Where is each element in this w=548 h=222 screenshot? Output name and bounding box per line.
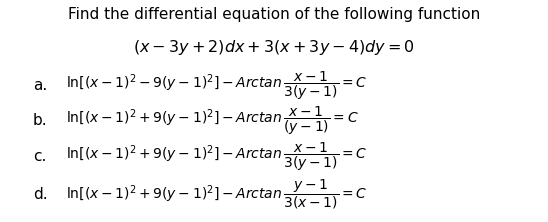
Text: $\mathrm{ln}[(x-1)^2 + 9(y-1)^2] - Arctan\,\dfrac{x-1}{3(y-1)} = C$: $\mathrm{ln}[(x-1)^2 + 9(y-1)^2] - Arcta… [66,140,367,173]
Text: c.: c. [33,149,46,164]
Text: $\mathrm{ln}[(x-1)^2 - 9(y-1)^2] - Arctan\,\dfrac{x-1}{3(y-1)} = C$: $\mathrm{ln}[(x-1)^2 - 9(y-1)^2] - Arcta… [66,69,367,102]
Text: $(x - 3y + 2)dx + 3(x + 3y - 4)dy = 0$: $(x - 3y + 2)dx + 3(x + 3y - 4)dy = 0$ [133,38,415,57]
Text: Find the differential equation of the following function: Find the differential equation of the fo… [68,7,480,22]
Text: a.: a. [33,78,47,93]
Text: $\mathrm{ln}[(x-1)^2 + 9(y-1)^2] - Arctan\,\dfrac{y-1}{3(x-1)} = C$: $\mathrm{ln}[(x-1)^2 + 9(y-1)^2] - Arcta… [66,178,367,211]
Text: b.: b. [33,113,48,129]
Text: $\mathrm{ln}[(x-1)^2 + 9(y-1)^2] - Arctan\,\dfrac{x-1}{(y-1)} = C$: $\mathrm{ln}[(x-1)^2 + 9(y-1)^2] - Arcta… [66,105,358,137]
Text: d.: d. [33,187,48,202]
